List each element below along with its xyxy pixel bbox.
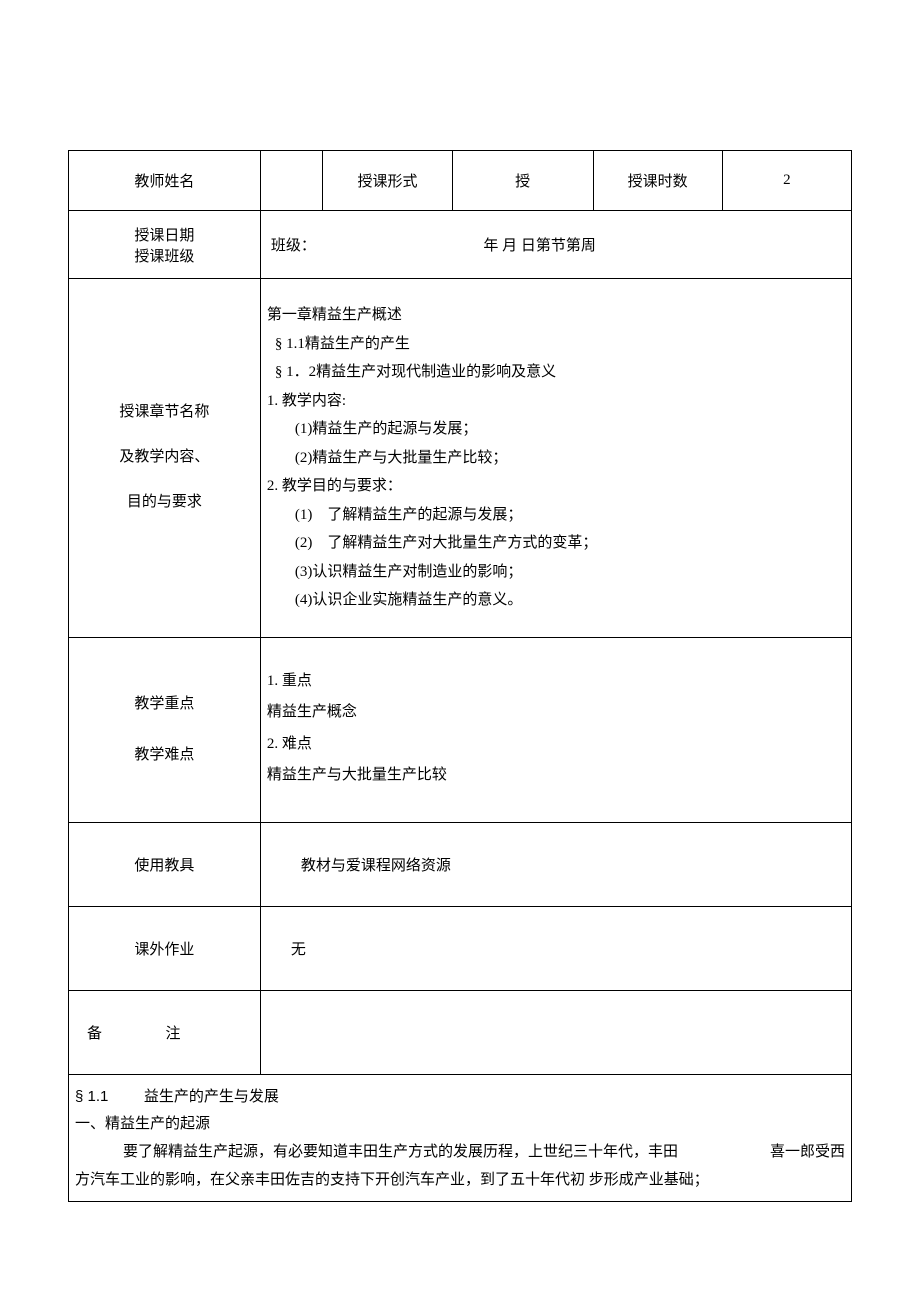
- value-teacher-name: [260, 151, 323, 211]
- notes-char-2: 注: [166, 1026, 181, 1042]
- content-line-4: 方汽车工业的影响，在父亲丰田佐吉的支持下开创汽车产业，到了五十年代初 步形成产业…: [75, 1167, 845, 1195]
- content-line-1: § 1.1 益生产的产生与发展: [75, 1083, 845, 1112]
- focus-line-1: 1. 重点: [267, 666, 845, 698]
- chapter-line-8: (2) 了解精益生产对大批量生产方式的变革；: [267, 529, 845, 558]
- chapter-line-1: § 1.1精益生产的产生: [267, 330, 845, 359]
- notes-char-1: 备: [87, 1026, 102, 1042]
- label-focus-1: 教学重点: [75, 688, 254, 721]
- chapter-line-5: (2)精益生产与大批量生产比较；: [267, 444, 845, 473]
- label-class: 授课班级: [69, 245, 260, 266]
- chapter-line-2: § 1．2精益生产对现代制造业的影响及意义: [267, 358, 845, 387]
- date-text: 年 月 日第节第周: [483, 238, 596, 254]
- chapter-line-9: (3)认识精益生产对制造业的影响；: [267, 558, 845, 587]
- focus-line-4: 精益生产与大批量生产比较: [267, 760, 845, 792]
- row-notes: 备 注: [69, 990, 852, 1074]
- class-prefix: 班级：: [271, 238, 316, 254]
- value-date-class: 班级： 年 月 日第节第周: [260, 211, 851, 279]
- label-tools: 使用教具: [69, 822, 261, 906]
- focus-line-3: 2. 难点: [267, 729, 845, 761]
- row-chapter: 授课章节名称 及教学内容、 目的与要求 第一章精益生产概述 § 1.1精益生产的…: [69, 279, 852, 638]
- content-line-2: 一、精益生产的起源: [75, 1111, 845, 1139]
- value-focus: 1. 重点 精益生产概念 2. 难点 精益生产与大批量生产比较: [260, 637, 851, 822]
- label-chapter-2: 及教学内容、: [75, 441, 254, 474]
- label-focus-2: 教学难点: [75, 739, 254, 772]
- focus-line-2: 精益生产概念: [267, 697, 845, 729]
- label-teach-form: 授课形式: [323, 151, 452, 211]
- lesson-plan-table: 教师姓名 授课形式 授 授课时数 2 授课日期 授课班级 班级： 年 月 日第节…: [68, 150, 852, 1202]
- chapter-line-10: (4)认识企业实施精益生产的意义。: [267, 586, 845, 615]
- value-homework: 无: [260, 906, 851, 990]
- chapter-line-6: 2. 教学目的与要求：: [267, 472, 845, 501]
- chapter-line-3: 1. 教学内容:: [267, 387, 845, 416]
- label-teacher-name: 教师姓名: [69, 151, 261, 211]
- label-homework: 课外作业: [69, 906, 261, 990]
- content-para-b: 喜一郎受西: [770, 1139, 845, 1167]
- label-focus: 教学重点 教学难点: [69, 637, 261, 822]
- value-notes: [260, 990, 851, 1074]
- label-date-class: 授课日期 授课班级: [69, 211, 261, 279]
- content-line-1b: 益生产的产生与发展: [144, 1089, 279, 1105]
- value-teach-hours: 2: [722, 151, 851, 211]
- label-notes: 备 注: [69, 990, 261, 1074]
- content-body: § 1.1 益生产的产生与发展 一、精益生产的起源 要了解精益生产起源，有必要知…: [69, 1074, 852, 1201]
- value-chapter: 第一章精益生产概述 § 1.1精益生产的产生 § 1．2精益生产对现代制造业的影…: [260, 279, 851, 638]
- row-focus: 教学重点 教学难点 1. 重点 精益生产概念 2. 难点 精益生产与大批量生产比…: [69, 637, 852, 822]
- row-homework: 课外作业 无: [69, 906, 852, 990]
- label-chapter: 授课章节名称 及教学内容、 目的与要求: [69, 279, 261, 638]
- value-tools: 教材与爱课程网络资源: [260, 822, 851, 906]
- row-content: § 1.1 益生产的产生与发展 一、精益生产的起源 要了解精益生产起源，有必要知…: [69, 1074, 852, 1201]
- chapter-line-0: 第一章精益生产概述: [267, 301, 845, 330]
- row-teacher: 教师姓名 授课形式 授 授课时数 2: [69, 151, 852, 211]
- content-line-3: 要了解精益生产起源，有必要知道丰田生产方式的发展历程，上世纪三十年代，丰田 喜一…: [75, 1139, 845, 1167]
- content-para-a: 要了解精益生产起源，有必要知道丰田生产方式的发展历程，上世纪三十年代，丰田: [75, 1139, 678, 1167]
- label-chapter-3: 目的与要求: [75, 486, 254, 519]
- row-date-class: 授课日期 授课班级 班级： 年 月 日第节第周: [69, 211, 852, 279]
- label-date: 授课日期: [69, 224, 260, 245]
- chapter-line-7: (1) 了解精益生产的起源与发展；: [267, 501, 845, 530]
- section-number: § 1.1: [75, 1088, 108, 1105]
- label-teach-hours: 授课时数: [593, 151, 722, 211]
- value-teach-form: 授: [452, 151, 593, 211]
- chapter-line-4: (1)精益生产的起源与发展；: [267, 415, 845, 444]
- label-chapter-1: 授课章节名称: [75, 396, 254, 429]
- row-tools: 使用教具 教材与爱课程网络资源: [69, 822, 852, 906]
